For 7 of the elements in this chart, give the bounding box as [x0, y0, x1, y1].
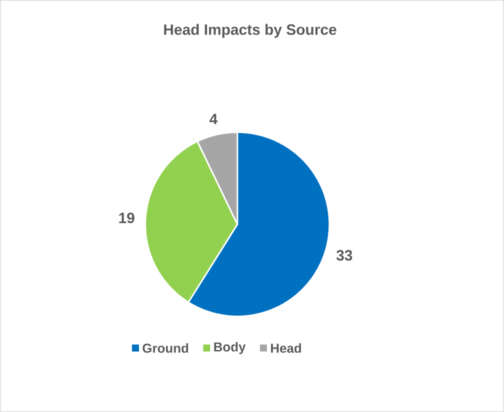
legend-label: Ground — [142, 343, 188, 353]
data-label: 19 — [119, 212, 134, 224]
legend-label: Head — [271, 343, 301, 353]
data-label: 33 — [336, 250, 352, 261]
chart-title: Head Impacts by Source — [164, 24, 336, 38]
legend-label: Body — [214, 342, 246, 354]
data-label: 4 — [210, 114, 218, 124]
